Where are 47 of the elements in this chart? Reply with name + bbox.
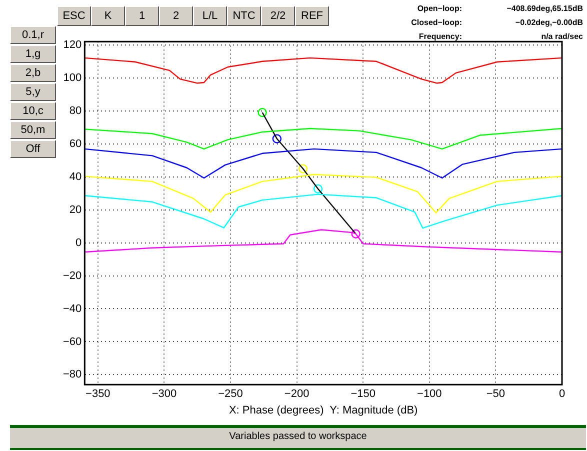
text: 5,y bbox=[10, 83, 56, 101]
text: Frequency: bbox=[418, 32, 462, 42]
point bbox=[298, 164, 308, 174]
text: −0.02deg,−0.00dB bbox=[515, 18, 583, 28]
point bbox=[258, 108, 267, 118]
x-axis-title: X: Phase (degrees) Y: Magnitude (dB) bbox=[228, 404, 418, 416]
text: 2/2 bbox=[261, 6, 295, 26]
y-tick-label: 0 bbox=[76, 236, 82, 249]
text: 2 bbox=[159, 6, 193, 26]
text: n/a rad/sec bbox=[541, 32, 583, 42]
text: 50,m bbox=[10, 121, 56, 139]
text: Off bbox=[10, 140, 56, 158]
text: Open−loop: bbox=[417, 4, 462, 14]
text: 10,c bbox=[10, 102, 56, 120]
x-tick-label: 0 bbox=[558, 388, 566, 400]
y-tick-label: −80 bbox=[62, 368, 82, 381]
y-tick-label: −20 bbox=[62, 270, 82, 282]
y-tick-label: −40 bbox=[62, 302, 82, 315]
text: ESC bbox=[57, 6, 91, 26]
x-tick-label: −250 bbox=[218, 388, 243, 400]
x-tick-label: −100 bbox=[417, 388, 442, 400]
y-tick-label: 80 bbox=[69, 104, 82, 117]
point bbox=[351, 229, 360, 238]
text: Closed−loop: bbox=[411, 18, 462, 28]
y-tick-label: 40 bbox=[69, 170, 82, 183]
x-tick-label: −150 bbox=[350, 388, 376, 400]
x-tick-label: −50 bbox=[486, 388, 506, 400]
text: K bbox=[91, 6, 125, 26]
text: 0.1,r bbox=[10, 26, 56, 44]
text: NTC bbox=[227, 6, 261, 26]
y-tick-label: 60 bbox=[69, 138, 82, 150]
text: L/L bbox=[193, 6, 227, 26]
text: REF bbox=[295, 6, 329, 26]
x-tick-label: −350 bbox=[86, 388, 110, 400]
point bbox=[272, 134, 282, 144]
y-tick-label: 100 bbox=[63, 72, 82, 84]
y-tick-label: 20 bbox=[69, 204, 82, 216]
text: 1,g bbox=[10, 45, 56, 63]
text: −408.69deg,65.15dB bbox=[506, 4, 583, 14]
x-tick-label: −300 bbox=[152, 388, 177, 400]
x-tick-label: −200 bbox=[284, 388, 310, 400]
y-tick-label: 120 bbox=[63, 38, 82, 51]
text: 2,b bbox=[10, 64, 56, 82]
point bbox=[313, 184, 323, 194]
text: Variables passed to workspace bbox=[10, 425, 586, 450]
text: 1 bbox=[125, 6, 159, 26]
y-tick-label: −60 bbox=[62, 336, 82, 348]
